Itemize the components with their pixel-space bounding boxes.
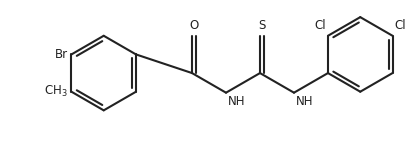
Text: S: S: [258, 19, 266, 32]
Text: O: O: [189, 19, 199, 32]
Text: NH: NH: [228, 95, 245, 108]
Text: Cl: Cl: [314, 19, 326, 32]
Text: NH: NH: [296, 95, 313, 108]
Text: Cl: Cl: [394, 19, 406, 32]
Text: CH$_3$: CH$_3$: [44, 84, 68, 99]
Text: Br: Br: [55, 48, 68, 61]
